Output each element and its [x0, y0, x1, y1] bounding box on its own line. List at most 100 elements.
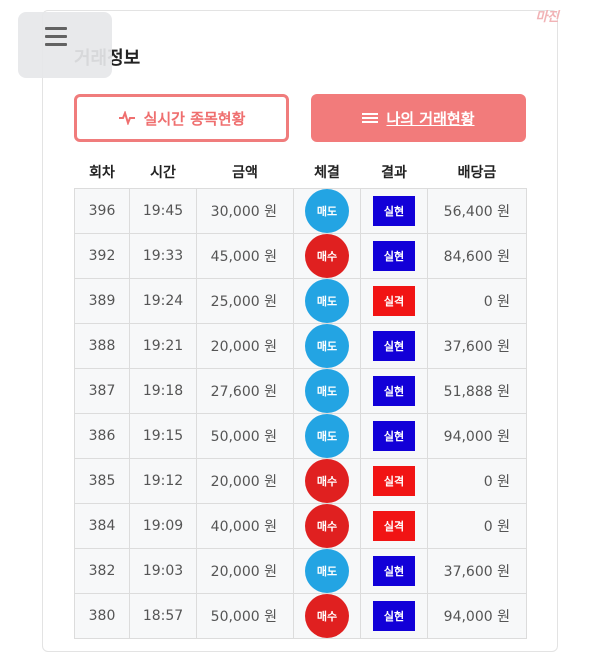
time-cell: 19:18 — [129, 368, 197, 414]
result-cell: 실현 — [360, 323, 428, 369]
table-row: 387 19:18 27,600 원 매도 실현 51,888 원 — [74, 368, 527, 414]
amount-cell: 20,000 원 — [196, 458, 294, 504]
table-row: 392 19:33 45,000 원 매수 실현 84,600 원 — [74, 233, 527, 279]
time-cell: 19:24 — [129, 278, 197, 324]
time-cell: 19:15 — [129, 413, 197, 459]
result-badge: 실현 — [373, 376, 415, 406]
amount-cell: 45,000 원 — [196, 233, 294, 279]
amount-cell: 25,000 원 — [196, 278, 294, 324]
sell-badge: 매도 — [305, 369, 349, 413]
round-cell: 388 — [74, 323, 130, 369]
pulse-icon — [118, 111, 135, 125]
table-row: 396 19:45 30,000 원 매도 실현 56,400 원 — [74, 188, 527, 234]
sell-badge: 매도 — [305, 324, 349, 368]
result-cell: 실현 — [360, 413, 428, 459]
amount-cell: 20,000 원 — [196, 323, 294, 369]
result-cell: 실현 — [360, 593, 428, 639]
result-badge: 실격 — [373, 511, 415, 541]
col-result: 결과 — [360, 155, 428, 189]
time-cell: 19:12 — [129, 458, 197, 504]
dividend-cell: 37,600 원 — [427, 548, 527, 594]
time-cell: 19:33 — [129, 233, 197, 279]
amount-cell: 20,000 원 — [196, 548, 294, 594]
time-cell: 19:09 — [129, 503, 197, 549]
result-badge: 실격 — [373, 286, 415, 316]
result-cell: 실격 — [360, 503, 428, 549]
buy-badge: 매수 — [305, 594, 349, 638]
time-cell: 19:03 — [129, 548, 197, 594]
sell-badge: 매도 — [305, 414, 349, 458]
hamburger-icon — [45, 26, 67, 46]
result-cell: 실격 — [360, 278, 428, 324]
result-badge: 실격 — [373, 466, 415, 496]
buy-badge: 매수 — [305, 234, 349, 278]
execution-cell: 매도 — [293, 188, 361, 234]
sell-badge: 매도 — [305, 189, 349, 233]
tab-realtime-status[interactable]: 실시간 종목현황 — [74, 94, 289, 142]
execution-cell: 매수 — [293, 458, 361, 504]
execution-cell: 매도 — [293, 278, 361, 324]
result-cell: 실현 — [360, 368, 428, 414]
col-execution: 체결 — [293, 155, 361, 189]
buy-badge: 매수 — [305, 504, 349, 548]
round-cell: 380 — [74, 593, 130, 639]
execution-cell: 매수 — [293, 593, 361, 639]
time-cell: 18:57 — [129, 593, 197, 639]
list-icon — [362, 113, 379, 123]
dividend-cell: 0 원 — [427, 503, 527, 549]
menu-button[interactable] — [18, 12, 112, 78]
execution-cell: 매도 — [293, 548, 361, 594]
dividend-cell: 84,600 원 — [427, 233, 527, 279]
table-row: 386 19:15 50,000 원 매도 실현 94,000 원 — [74, 413, 527, 459]
dividend-cell: 51,888 원 — [427, 368, 527, 414]
dividend-cell: 56,400 원 — [427, 188, 527, 234]
execution-cell: 매도 — [293, 368, 361, 414]
dividend-cell: 94,000 원 — [427, 593, 527, 639]
tab-realtime-label: 실시간 종목현황 — [143, 109, 246, 128]
round-cell: 382 — [74, 548, 130, 594]
table-row: 385 19:12 20,000 원 매수 실격 0 원 — [74, 458, 527, 504]
round-cell: 387 — [74, 368, 130, 414]
table-row: 380 18:57 50,000 원 매수 실현 94,000 원 — [74, 593, 527, 639]
round-cell: 392 — [74, 233, 130, 279]
col-round: 회차 — [74, 155, 130, 189]
tab-my-trades[interactable]: 나의 거래현황 — [311, 94, 526, 142]
result-badge: 실현 — [373, 421, 415, 451]
amount-cell: 27,600 원 — [196, 368, 294, 414]
round-cell: 384 — [74, 503, 130, 549]
result-badge: 실현 — [373, 556, 415, 586]
tab-my-trades-label: 나의 거래현황 — [386, 109, 475, 128]
dividend-cell: 0 원 — [427, 278, 527, 324]
table-row: 384 19:09 40,000 원 매수 실격 0 원 — [74, 503, 527, 549]
result-cell: 실격 — [360, 458, 428, 504]
amount-cell: 40,000 원 — [196, 503, 294, 549]
result-badge: 실현 — [373, 241, 415, 271]
time-cell: 19:45 — [129, 188, 197, 234]
trade-table: 회차 시간 금액 체결 결과 배당금 396 19:45 30,000 원 매도… — [74, 155, 527, 639]
execution-cell: 매수 — [293, 233, 361, 279]
execution-cell: 매도 — [293, 323, 361, 369]
col-dividend: 배당금 — [427, 155, 527, 189]
result-badge: 실현 — [373, 196, 415, 226]
dividend-cell: 94,000 원 — [427, 413, 527, 459]
round-cell: 389 — [74, 278, 130, 324]
table-row: 389 19:24 25,000 원 매도 실격 0 원 — [74, 278, 527, 324]
result-badge: 실현 — [373, 601, 415, 631]
execution-cell: 매도 — [293, 413, 361, 459]
round-cell: 396 — [74, 188, 130, 234]
time-cell: 19:21 — [129, 323, 197, 369]
result-cell: 실현 — [360, 188, 428, 234]
site-logo: 마진 — [498, 4, 596, 26]
round-cell: 386 — [74, 413, 130, 459]
amount-cell: 50,000 원 — [196, 593, 294, 639]
table-header: 회차 시간 금액 체결 결과 배당금 — [74, 155, 527, 189]
result-badge: 실현 — [373, 331, 415, 361]
amount-cell: 30,000 원 — [196, 188, 294, 234]
buy-badge: 매수 — [305, 459, 349, 503]
dividend-cell: 0 원 — [427, 458, 527, 504]
col-amount: 금액 — [196, 155, 294, 189]
execution-cell: 매수 — [293, 503, 361, 549]
amount-cell: 50,000 원 — [196, 413, 294, 459]
col-time: 시간 — [129, 155, 197, 189]
result-cell: 실현 — [360, 548, 428, 594]
